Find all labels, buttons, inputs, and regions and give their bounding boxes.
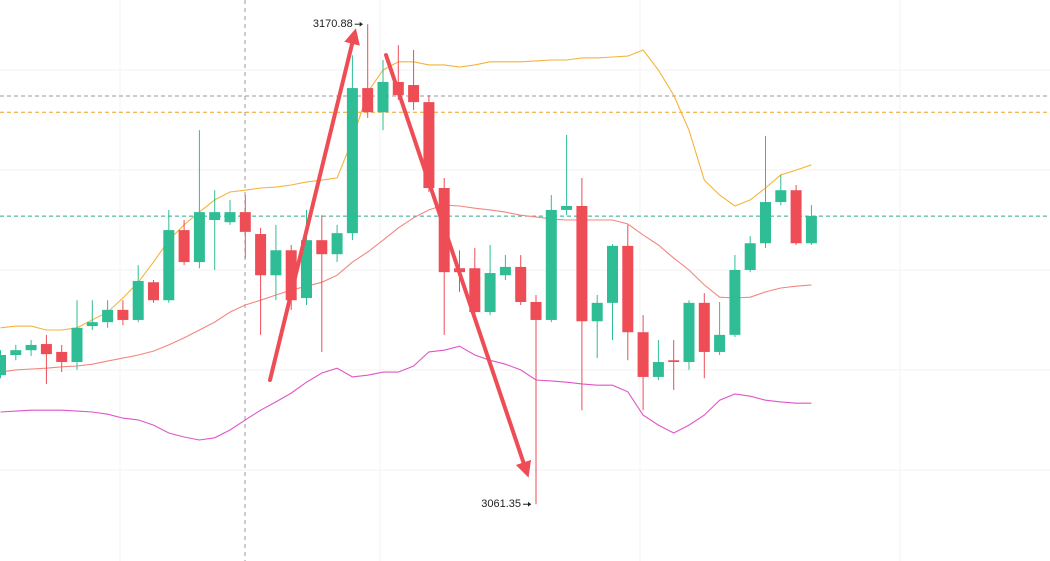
candle-body xyxy=(714,334,726,352)
label-arrow-head xyxy=(528,501,531,507)
candle-body xyxy=(285,250,297,301)
candle-body xyxy=(224,212,236,223)
candle-body xyxy=(255,234,267,276)
candle-body xyxy=(744,243,756,270)
candles xyxy=(0,24,817,505)
candle-body xyxy=(209,212,221,221)
candle-body xyxy=(805,216,817,244)
label-arrow-head xyxy=(359,21,363,27)
band-line xyxy=(0,345,812,441)
candle-body xyxy=(484,273,496,313)
candle-body xyxy=(0,355,6,376)
band-line xyxy=(0,204,812,373)
candle-body xyxy=(698,302,710,352)
band-line xyxy=(0,49,812,331)
candle-body xyxy=(729,269,741,335)
candle-body xyxy=(515,266,527,302)
candle-body xyxy=(683,302,695,363)
candle-body xyxy=(499,266,511,276)
candle-body xyxy=(775,190,787,203)
candle-body xyxy=(56,351,68,363)
candle-body xyxy=(316,240,328,255)
candle-body xyxy=(607,245,618,303)
candle-body xyxy=(178,230,190,263)
labels: 3170.88 3061.35 xyxy=(313,18,531,510)
candle-body xyxy=(346,88,358,234)
candle-body xyxy=(132,280,144,320)
trend-arrows xyxy=(268,28,532,478)
candle-body xyxy=(423,102,435,189)
candle-body xyxy=(576,205,588,322)
candle-body xyxy=(377,81,389,113)
candle-body xyxy=(163,230,175,301)
candle-body xyxy=(117,309,129,320)
candle-body xyxy=(545,209,557,320)
candle-body xyxy=(193,212,205,263)
candle-body xyxy=(102,309,114,323)
candle-body xyxy=(408,85,420,103)
price-label: 3061.35 xyxy=(481,498,521,510)
candle-body xyxy=(10,350,22,356)
candle-body xyxy=(622,245,634,333)
down-arrow xyxy=(384,53,532,478)
candle-body xyxy=(637,332,649,377)
price-lines xyxy=(0,95,1050,217)
candle-body xyxy=(270,250,282,276)
candle-body xyxy=(331,233,343,255)
candle-body xyxy=(760,202,771,244)
candle-body xyxy=(469,268,481,313)
candle-body xyxy=(40,344,52,355)
candle-body xyxy=(591,302,603,322)
candle-body xyxy=(71,327,83,363)
candle-body xyxy=(668,360,680,363)
candle-body xyxy=(86,322,98,327)
candle-body xyxy=(561,205,573,210)
up-arrow xyxy=(268,28,360,382)
candle-body xyxy=(148,282,159,301)
candle-body xyxy=(530,301,542,320)
candle-body xyxy=(652,362,664,377)
candle-body xyxy=(790,190,802,244)
candle-body xyxy=(25,344,37,351)
candle-body xyxy=(239,212,251,232)
candle-body xyxy=(362,88,374,113)
price-label: 3170.88 xyxy=(313,18,353,30)
candle-body xyxy=(301,240,312,299)
